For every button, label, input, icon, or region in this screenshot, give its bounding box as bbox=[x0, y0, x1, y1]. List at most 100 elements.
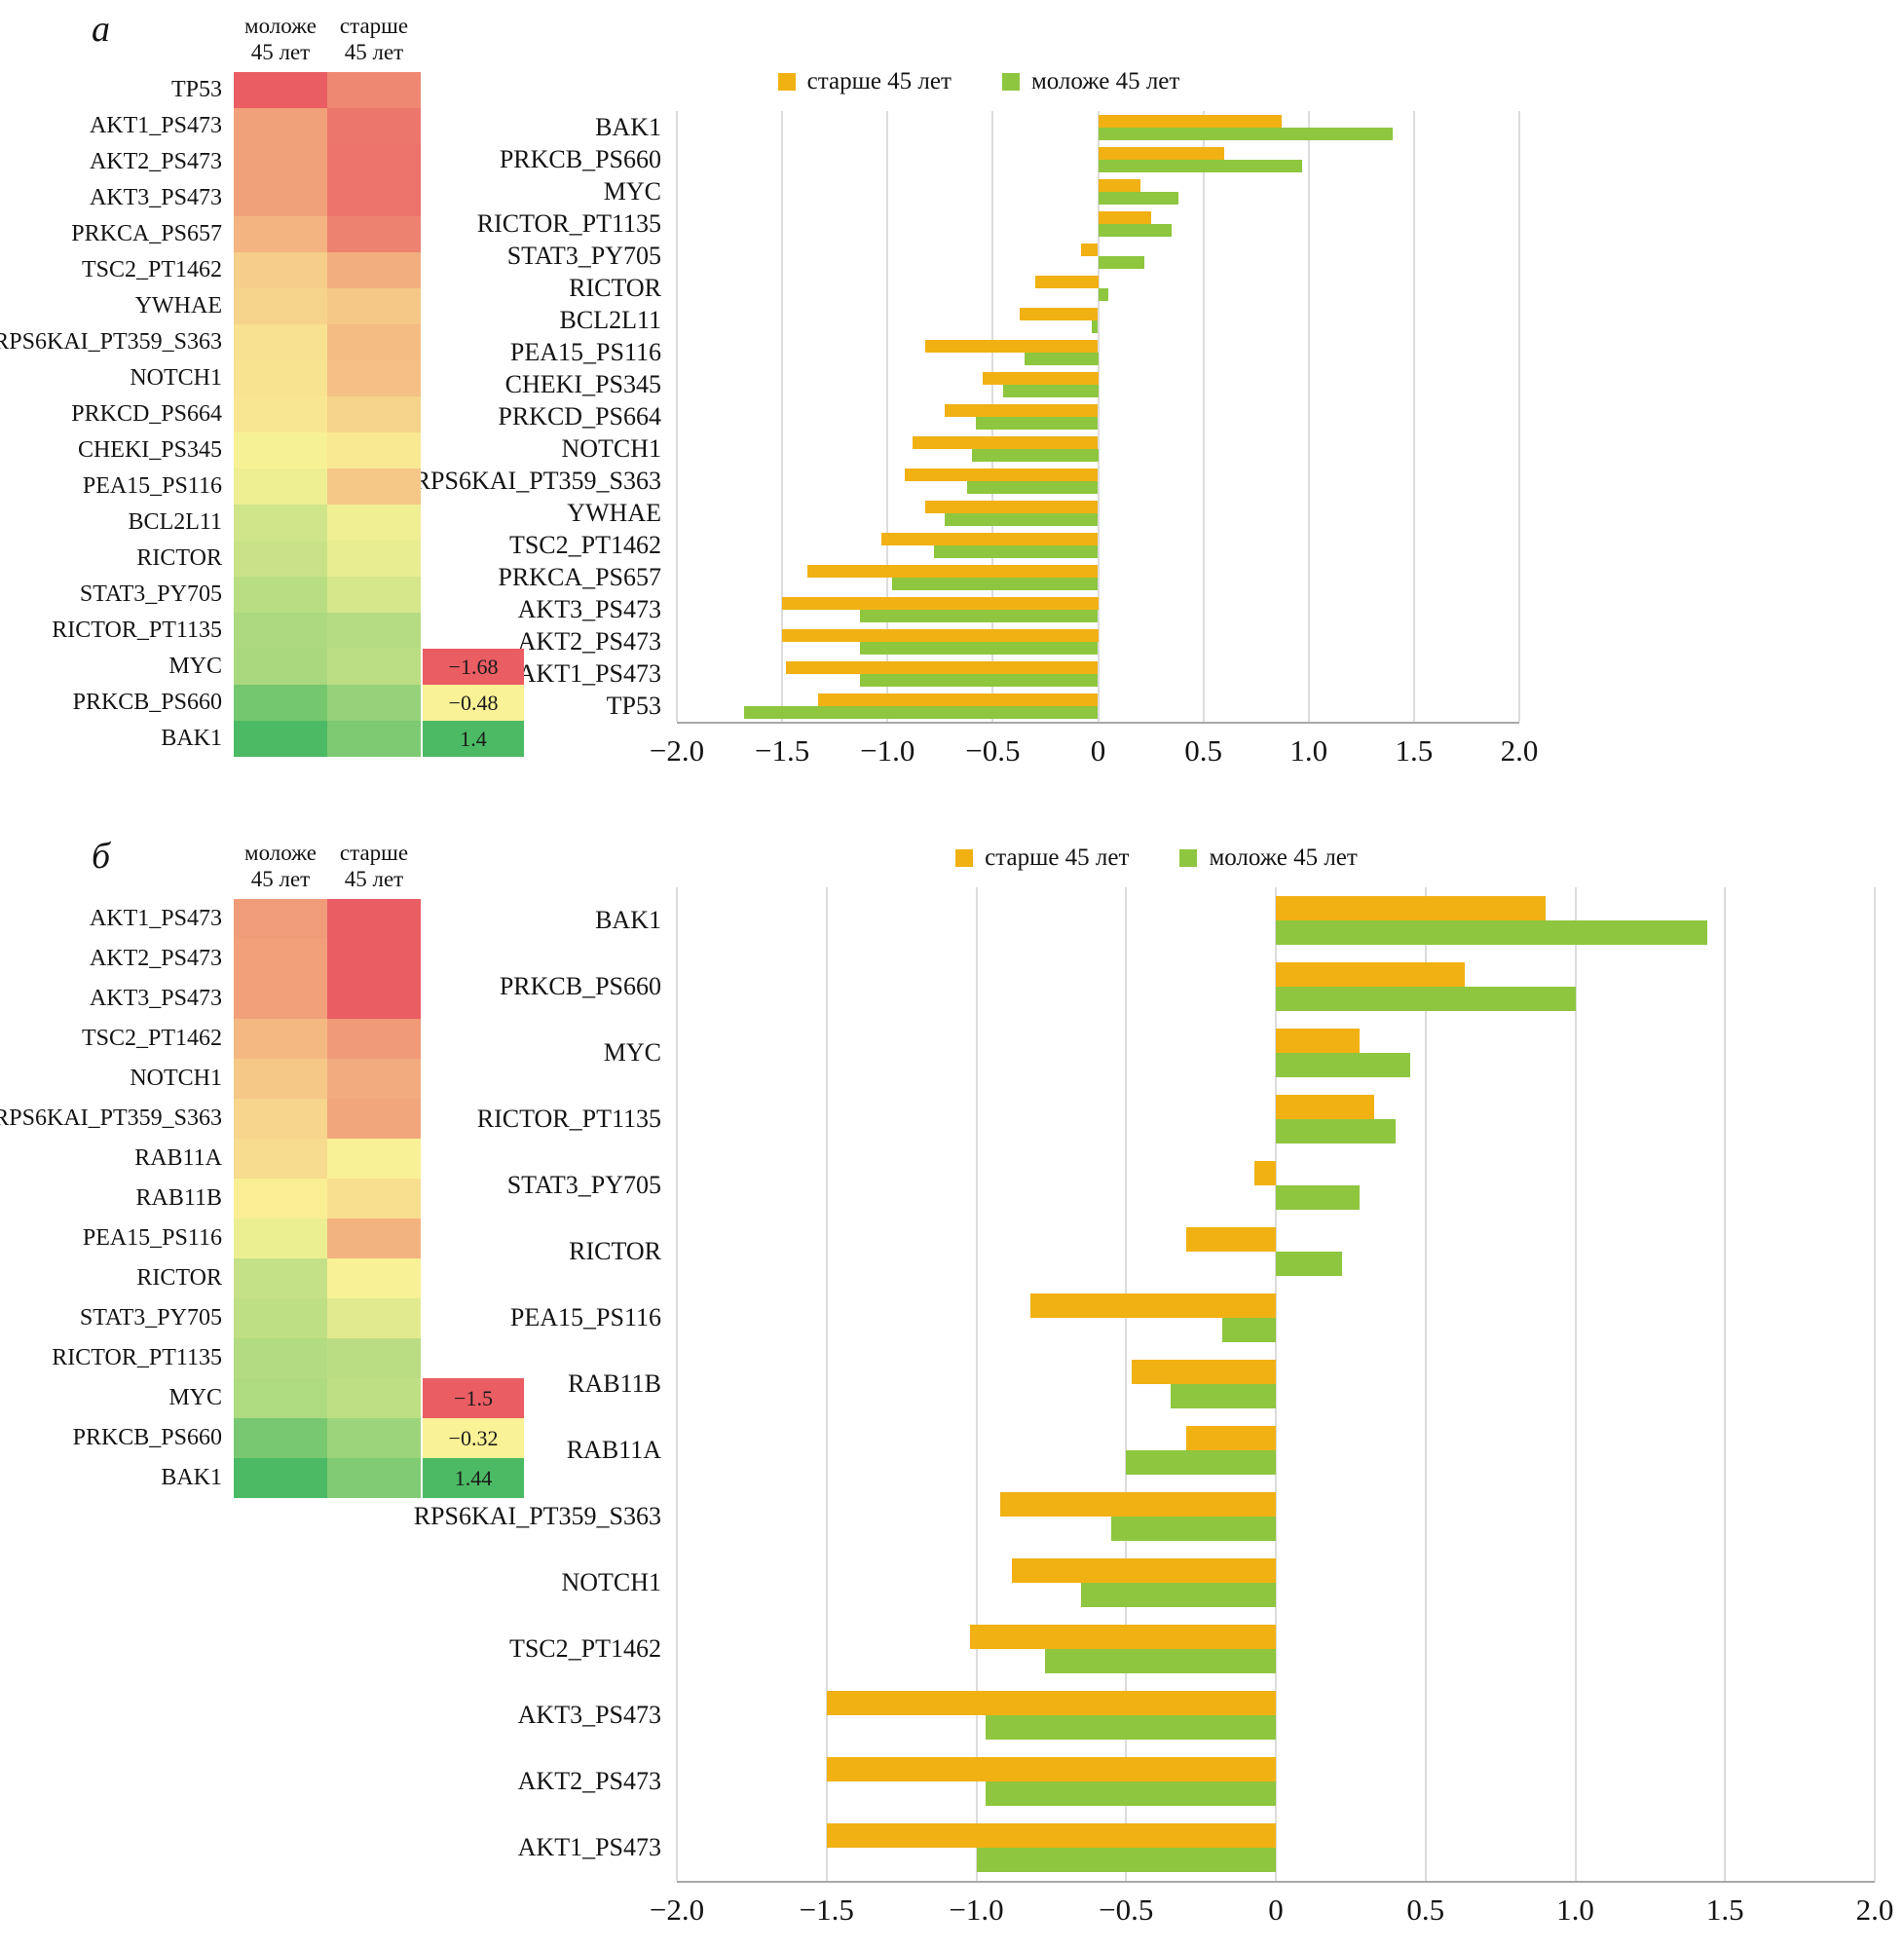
heatmap-cell-older bbox=[327, 1258, 421, 1298]
heatmap-cell-younger bbox=[234, 252, 327, 288]
heatmap-cell-younger bbox=[234, 1099, 327, 1139]
category-label: PRKCB_PS660 bbox=[438, 143, 677, 175]
heatmap-col-header-older: старше 45 лет bbox=[339, 840, 409, 892]
heatmap-row-label-text: AKT1_PS473 bbox=[89, 112, 222, 138]
color-scale-cell: −0.48 bbox=[423, 685, 524, 721]
heatmap-cell-older bbox=[327, 469, 421, 505]
category-label-text: AKT1_PS473 bbox=[517, 658, 661, 688]
x-tick-label: 0 bbox=[1268, 1893, 1284, 1927]
heatmap-cell-older bbox=[327, 979, 421, 1019]
bar-younger bbox=[1276, 1185, 1361, 1210]
heatmap-row-label: RICTOR_PT1135 bbox=[10, 1338, 234, 1378]
heatmap-row-label: AKT1_PS473 bbox=[10, 108, 234, 144]
x-tick-label: 1.5 bbox=[1705, 1893, 1744, 1927]
category-label: RICTOR bbox=[438, 272, 677, 304]
category-label: RICTOR bbox=[438, 1218, 677, 1285]
category-label-text: RICTOR bbox=[569, 1237, 661, 1265]
heatmap-cell-younger bbox=[234, 396, 327, 432]
category-label-text: NOTCH1 bbox=[561, 1568, 661, 1596]
bar-older bbox=[944, 403, 1099, 417]
heatmap-cell-older bbox=[327, 1418, 421, 1458]
bar-older bbox=[1098, 178, 1140, 192]
heatmap-cell-younger bbox=[234, 541, 327, 577]
gridline bbox=[1307, 111, 1310, 722]
heatmap-row-label: BAK1 bbox=[10, 1458, 234, 1498]
heatmap-row-label-text: RICTOR_PT1135 bbox=[52, 617, 222, 643]
gridline bbox=[1574, 887, 1577, 1881]
x-tick-label: −1.5 bbox=[799, 1893, 854, 1927]
legend-label-younger: моложе 45 лет bbox=[1030, 68, 1180, 94]
category-label: AKT1_PS473 bbox=[438, 1815, 677, 1881]
x-axis-row: −2.0 −1.5 −1.0 −0.5 0 0.5 1.0 1.5 2.0 bbox=[438, 724, 1538, 776]
x-tick-label: 2.0 bbox=[1855, 1893, 1894, 1927]
category-label-text: PRKCB_PS660 bbox=[499, 972, 661, 1000]
heatmap-row-label-text: RPS6KAI_PT359_S363 bbox=[0, 1105, 222, 1131]
gridline bbox=[1412, 111, 1415, 722]
gridline bbox=[1202, 111, 1205, 722]
heatmap-row-label-text: RICTOR bbox=[136, 544, 222, 571]
legend-swatch-older bbox=[777, 73, 796, 91]
bar-older bbox=[880, 532, 1099, 545]
heatmap-cell-older bbox=[327, 685, 421, 721]
bar-younger bbox=[1045, 1649, 1276, 1673]
heatmap-row-label-text: YWHAE bbox=[134, 292, 222, 319]
bar-younger bbox=[1276, 920, 1707, 945]
bar-older bbox=[807, 564, 1099, 578]
bar-younger bbox=[944, 512, 1099, 526]
heatmap-cell-younger bbox=[234, 899, 327, 939]
bar-younger bbox=[1098, 255, 1145, 269]
heatmap-col-header-younger: моложе 45 лет bbox=[244, 840, 317, 892]
bar-older bbox=[782, 628, 1099, 642]
color-scale-cell: −1.68 bbox=[423, 649, 524, 685]
gridline bbox=[676, 887, 678, 1881]
heatmap-cell-older bbox=[327, 1139, 421, 1179]
category-label: AKT2_PS473 bbox=[438, 625, 677, 657]
category-label: NOTCH1 bbox=[438, 432, 677, 465]
category-label-text: BAK1 bbox=[595, 906, 661, 934]
category-label-text: NOTCH1 bbox=[561, 433, 661, 463]
bar-younger bbox=[985, 1715, 1276, 1740]
heatmap-row-label: RPS6KAI_PT359_S363 bbox=[0, 324, 234, 360]
heatmap-row-label-text: BAK1 bbox=[161, 1464, 222, 1490]
panel-b: б моложе 45 лет старше 45 лет AKT1_PS473… bbox=[0, 835, 1904, 1935]
gridline bbox=[825, 887, 828, 1881]
category-label: AKT3_PS473 bbox=[438, 593, 677, 625]
heatmap-cell-younger bbox=[234, 180, 327, 216]
gridline bbox=[676, 111, 678, 722]
legend-label-older: старше 45 лет bbox=[806, 68, 952, 94]
plot-area bbox=[676, 111, 1520, 724]
heatmap-row-label-text: MYC bbox=[168, 1384, 222, 1410]
color-scale-cell: 1.44 bbox=[423, 1458, 524, 1498]
category-label-text: AKT2_PS473 bbox=[517, 1767, 661, 1795]
bar-younger bbox=[1110, 1517, 1276, 1541]
bar-younger bbox=[1276, 1053, 1411, 1077]
category-label: STAT3_PY705 bbox=[438, 240, 677, 272]
heatmap-cell-younger bbox=[234, 108, 327, 144]
heatmap-row-label: CHEKI_PS345 bbox=[10, 432, 234, 469]
heatmap-row-label: PRKCB_PS660 bbox=[10, 1418, 234, 1458]
bar-older bbox=[1098, 114, 1282, 128]
heatmap-cell-younger bbox=[234, 216, 327, 252]
heatmap-row-label-text: RPS6KAI_PT359_S363 bbox=[0, 328, 222, 355]
bar-younger bbox=[1098, 287, 1109, 301]
heatmap-cell-older bbox=[327, 144, 421, 180]
heatmap-cell-older bbox=[327, 1099, 421, 1139]
heatmap-cell-older bbox=[327, 396, 421, 432]
heatmap-cell-older bbox=[327, 1378, 421, 1418]
heatmap-row-label-text: STAT3_PY705 bbox=[79, 581, 222, 607]
category-label-text: PRKCB_PS660 bbox=[499, 144, 661, 173]
heatmap-cell-older bbox=[327, 939, 421, 979]
gridline bbox=[1097, 111, 1100, 722]
bar-older bbox=[1098, 146, 1225, 160]
bar-younger bbox=[860, 609, 1099, 622]
heatmap-row-label-text: PEA15_PS116 bbox=[82, 1224, 222, 1251]
bar-older bbox=[782, 596, 1099, 610]
bar-older bbox=[1020, 307, 1099, 320]
heatmap-row-label-text: TSC2_PT1462 bbox=[81, 1025, 222, 1051]
category-label: YWHAE bbox=[438, 497, 677, 529]
category-label-text: BCL2L11 bbox=[559, 305, 661, 334]
chart-body: BAK1 PRKCB_PS660 MYC RICTOR_PT1135 STAT3_PY7… bbox=[414, 887, 1876, 1883]
category-label-text: TSC2_PT1462 bbox=[508, 1634, 661, 1663]
legend-item-older: старше 45 лет bbox=[955, 844, 1129, 872]
gridline bbox=[1125, 887, 1128, 1881]
